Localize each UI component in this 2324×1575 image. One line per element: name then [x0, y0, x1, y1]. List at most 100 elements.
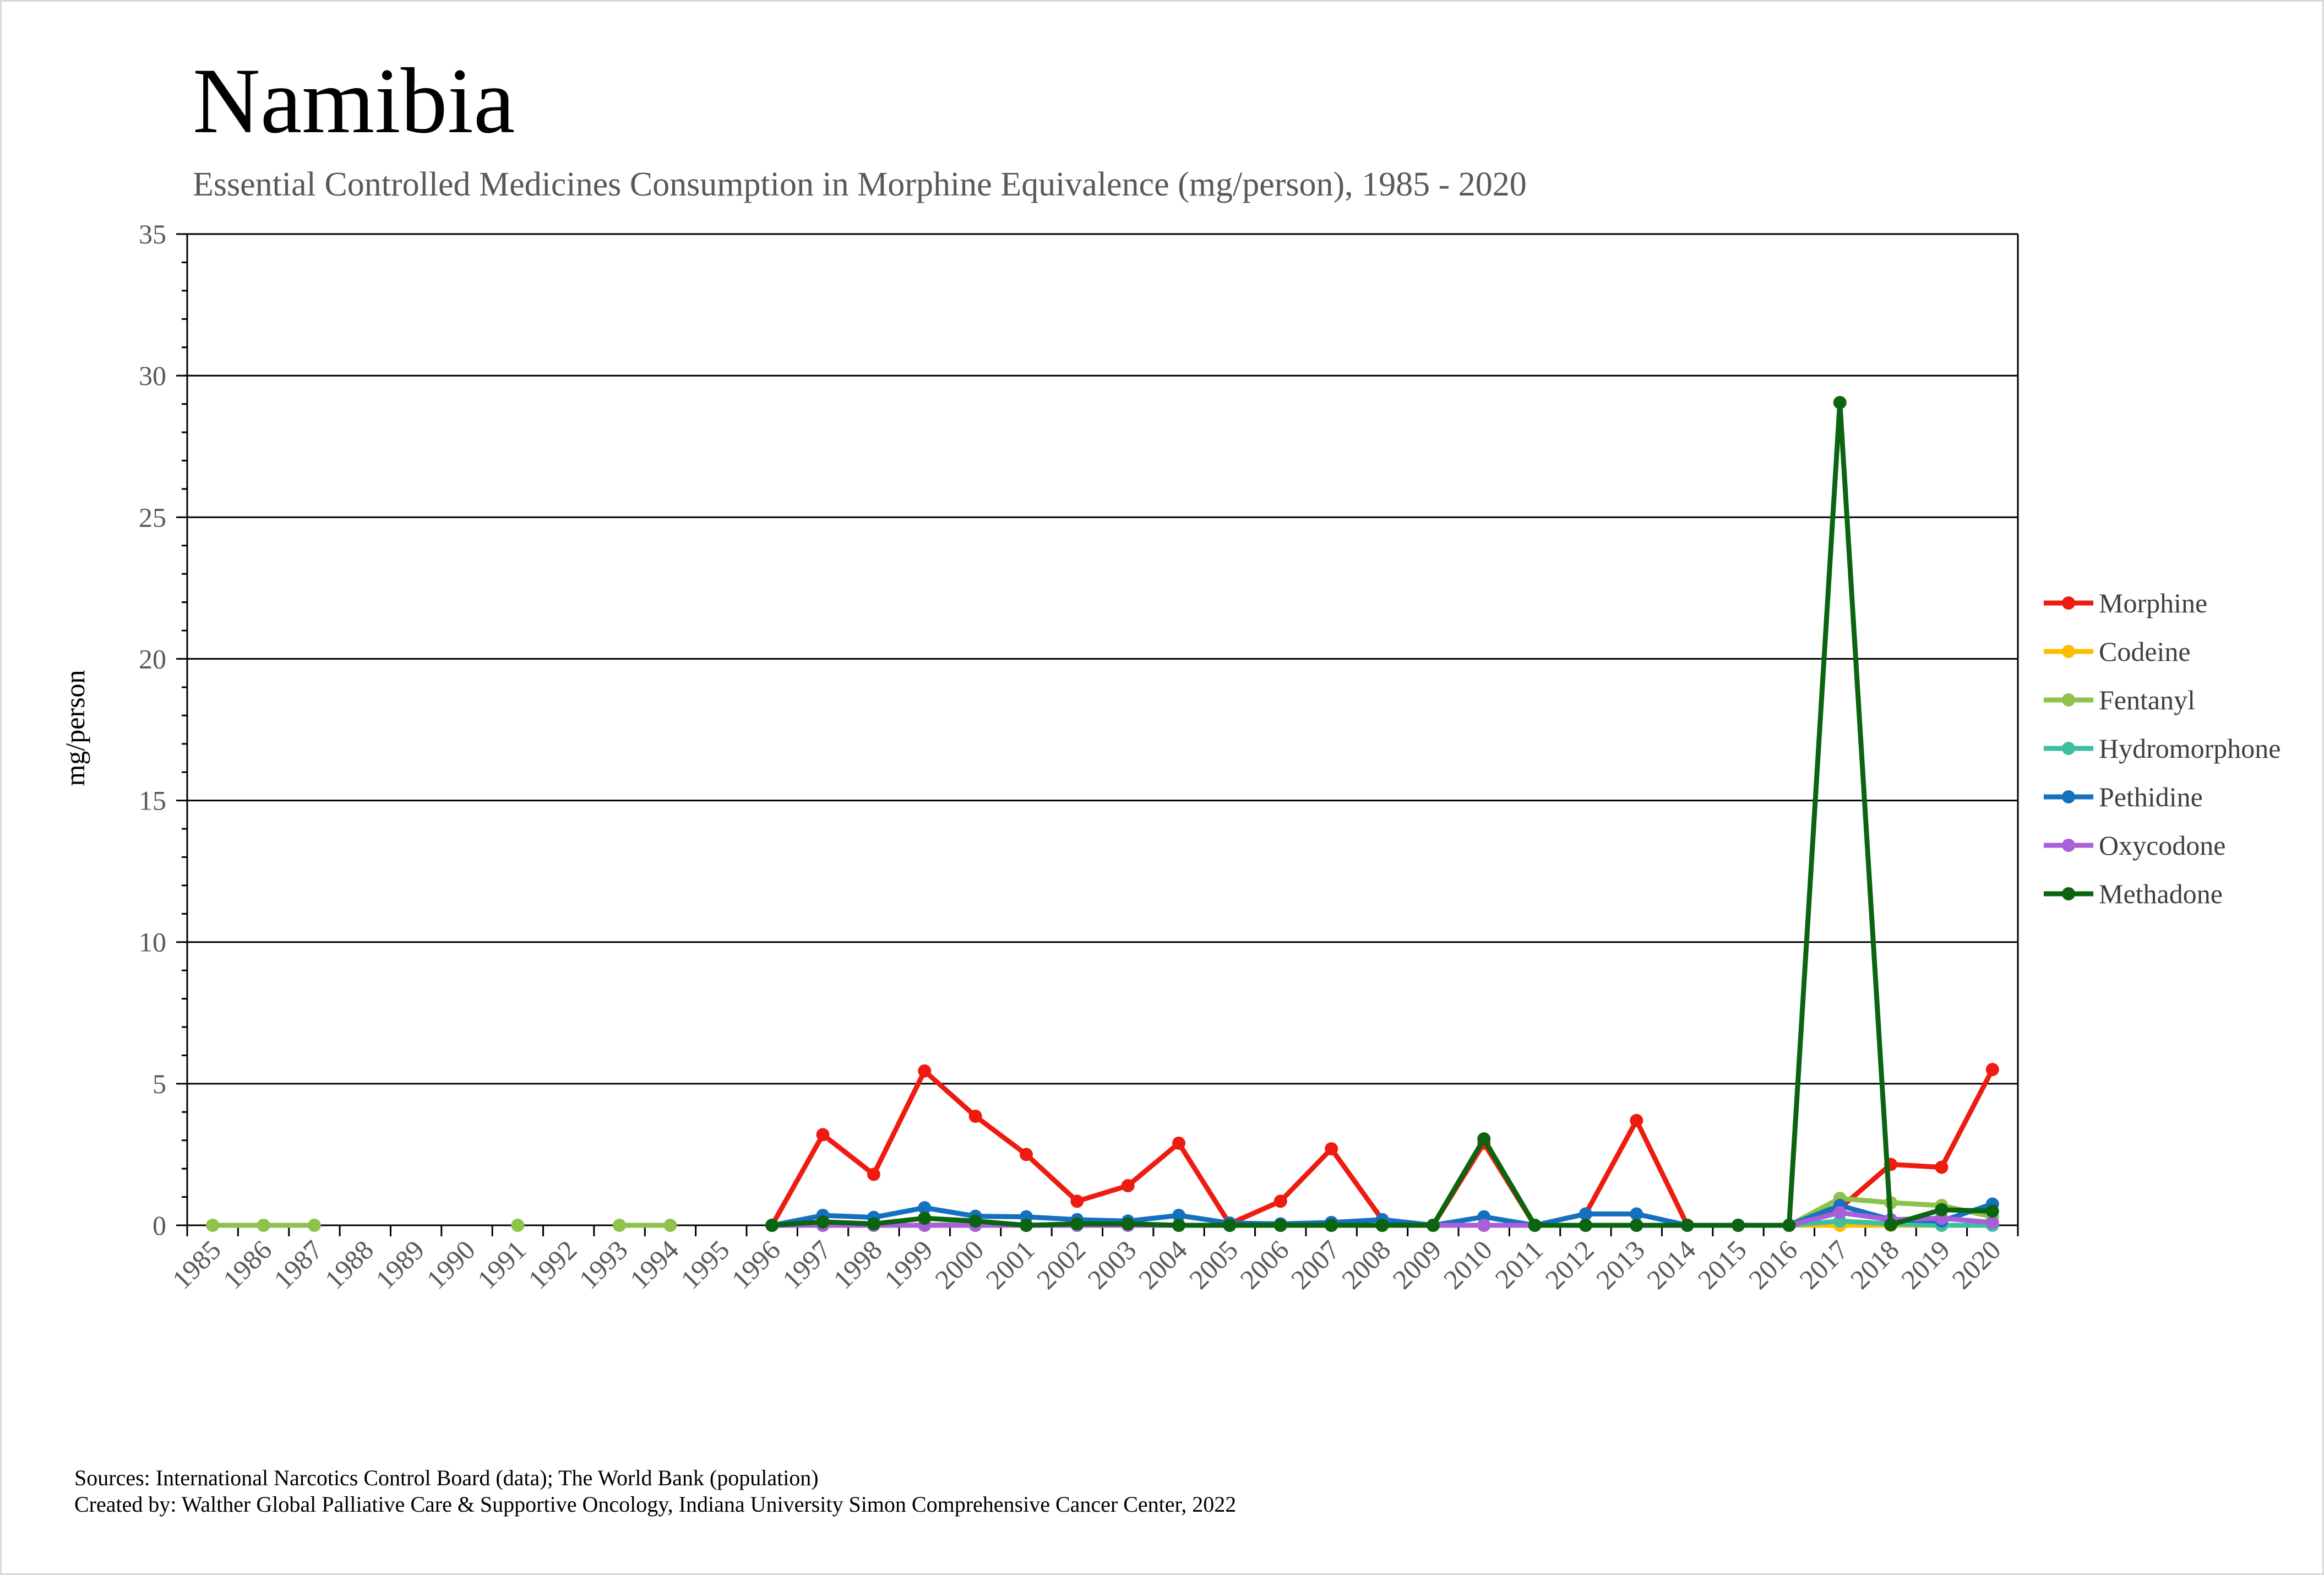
footer-sources: Sources: International Narcotics Control…: [74, 1465, 819, 1490]
legend-swatch-marker: [2062, 742, 2075, 755]
data-point-morphine-2000: [968, 1110, 982, 1123]
legend-label: Oxycodone: [2099, 830, 2226, 861]
data-point-oxycodone-2020: [1985, 1215, 1999, 1229]
x-tick-label: 2003: [1081, 1234, 1142, 1295]
x-tick-label: 1989: [369, 1234, 430, 1295]
x-tick-label: 1987: [268, 1234, 328, 1295]
data-point-methadone-2008: [1375, 1219, 1389, 1232]
legend-item-codeine: Codeine: [2044, 636, 2191, 667]
y-tick-label: 35: [139, 219, 166, 249]
x-tick-label: 2002: [1031, 1234, 1091, 1295]
data-point-morphine-1997: [816, 1128, 830, 1142]
data-point-pethidine-1999: [918, 1201, 932, 1215]
series-morphine: [765, 1063, 1999, 1232]
data-point-methadone-2017: [1833, 396, 1847, 409]
x-tick-label: 1986: [217, 1234, 277, 1295]
x-tick-label: 2014: [1641, 1234, 1701, 1295]
axes: 0510152025303519851986198719881989199019…: [139, 219, 2019, 1295]
data-point-methadone-2014: [1680, 1219, 1694, 1232]
data-point-fentanyl-1991: [511, 1219, 525, 1232]
x-tick-label: 2007: [1285, 1234, 1346, 1295]
data-point-oxycodone-2010: [1477, 1219, 1491, 1232]
gridlines: [187, 233, 2018, 1085]
data-point-morphine-1999: [918, 1064, 932, 1078]
legend-swatch-marker: [2062, 645, 2075, 658]
x-tick-label: 1985: [166, 1234, 227, 1295]
data-point-morphine-2001: [1019, 1148, 1033, 1161]
data-point-methadone-2019: [1935, 1203, 1949, 1216]
data-point-methadone-2020: [1985, 1204, 1999, 1218]
data-point-methadone-2011: [1528, 1219, 1542, 1232]
y-tick-label: 5: [153, 1068, 166, 1099]
data-point-methadone-1998: [867, 1217, 880, 1231]
data-point-methadone-2000: [968, 1214, 982, 1228]
data-series: [206, 396, 1999, 1232]
legend-label: Pethidine: [2099, 781, 2203, 812]
data-point-fentanyl-1994: [663, 1219, 677, 1232]
data-point-methadone-2015: [1732, 1219, 1745, 1232]
legend-item-morphine: Morphine: [2044, 588, 2207, 618]
legend-swatch-marker: [2062, 790, 2075, 803]
legend-label: Morphine: [2099, 588, 2207, 618]
legend-swatch-marker: [2062, 596, 2075, 610]
x-tick-label: 1993: [573, 1234, 634, 1295]
data-point-methadone-2009: [1426, 1219, 1440, 1232]
data-point-methadone-2005: [1223, 1219, 1237, 1232]
data-point-methadone-2003: [1121, 1217, 1135, 1231]
x-tick-label: 2011: [1489, 1234, 1549, 1294]
x-tick-label: 2006: [1234, 1234, 1294, 1295]
data-point-fentanyl-1987: [307, 1219, 321, 1232]
chart-subtitle: Essential Controlled Medicines Consumpti…: [193, 166, 1527, 203]
data-point-morphine-1998: [867, 1167, 880, 1181]
x-tick-label: 2004: [1133, 1234, 1193, 1295]
data-point-oxycodone-2017: [1833, 1205, 1847, 1219]
x-tick-label: 2019: [1895, 1234, 1956, 1295]
x-tick-label: 1997: [776, 1234, 837, 1295]
x-tick-label: 1995: [674, 1234, 735, 1295]
data-point-methadone-2004: [1172, 1219, 1186, 1232]
x-tick-label: 2010: [1438, 1234, 1498, 1295]
x-tick-label: 2018: [1844, 1234, 1905, 1295]
data-point-methadone-1997: [816, 1215, 830, 1229]
data-point-methadone-2006: [1273, 1219, 1287, 1232]
legend-label: Hydromorphone: [2099, 733, 2281, 764]
data-point-pethidine-2012: [1579, 1207, 1592, 1221]
data-point-fentanyl-1985: [206, 1219, 220, 1232]
legend-swatch-marker: [2062, 839, 2075, 852]
footer-created-by: Created by: Walther Global Palliative Ca…: [74, 1492, 1236, 1517]
data-point-morphine-2003: [1121, 1179, 1135, 1192]
legend-label: Methadone: [2099, 878, 2223, 909]
data-point-methadone-2010: [1477, 1132, 1491, 1146]
y-tick-label: 30: [139, 360, 166, 391]
data-point-morphine-2006: [1273, 1194, 1287, 1208]
data-point-morphine-2019: [1935, 1160, 1949, 1174]
data-point-methadone-2002: [1070, 1217, 1084, 1231]
data-point-pethidine-2013: [1630, 1207, 1643, 1221]
y-tick-label: 15: [139, 785, 166, 816]
x-tick-label: 2009: [1386, 1234, 1447, 1295]
legend-item-pethidine: Pethidine: [2044, 781, 2203, 812]
x-tick-label: 1996: [726, 1234, 786, 1295]
series-line-morphine: [769, 1067, 1995, 1228]
x-tick-label: 2001: [979, 1234, 1040, 1295]
data-point-morphine-2004: [1172, 1136, 1186, 1150]
data-point-morphine-2013: [1630, 1114, 1643, 1127]
x-tick-label: 1992: [522, 1234, 583, 1295]
legend-label: Codeine: [2099, 636, 2191, 667]
x-tick-label: 2005: [1183, 1234, 1244, 1295]
y-tick-label: 25: [139, 502, 166, 533]
x-tick-label: 1999: [878, 1234, 939, 1295]
x-tick-label: 2008: [1336, 1234, 1396, 1295]
x-tick-label: 1990: [420, 1234, 481, 1295]
series-line-methadone: [769, 400, 1995, 1228]
x-tick-label: 1991: [471, 1234, 532, 1295]
data-point-methadone-2016: [1782, 1219, 1796, 1232]
legend-swatch-marker: [2062, 693, 2075, 707]
x-tick-label: 1998: [827, 1234, 888, 1295]
data-point-methadone-2012: [1579, 1219, 1592, 1232]
data-point-morphine-2020: [1985, 1063, 1999, 1077]
y-tick-label: 10: [139, 927, 166, 958]
y-tick-label: 20: [139, 643, 166, 674]
